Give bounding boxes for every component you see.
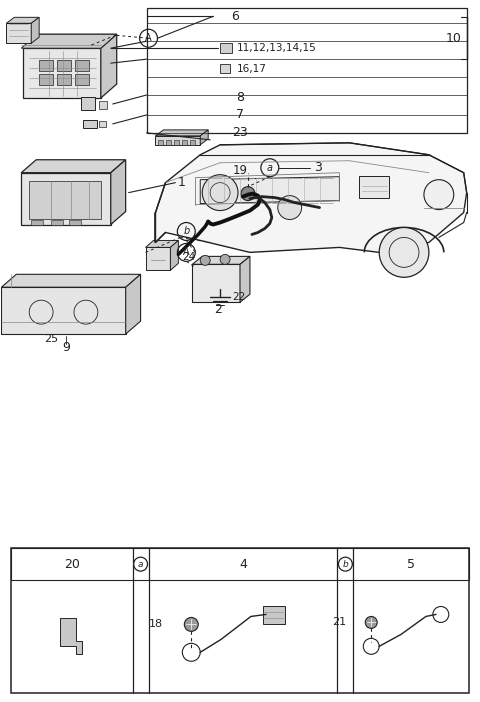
Text: 5: 5 (407, 557, 415, 571)
Polygon shape (21, 160, 126, 173)
Bar (75, 74, 89, 85)
Circle shape (241, 187, 255, 201)
Polygon shape (240, 256, 250, 302)
Polygon shape (1, 274, 141, 287)
Text: A: A (183, 247, 190, 258)
Polygon shape (156, 130, 208, 136)
Polygon shape (126, 274, 141, 334)
Polygon shape (145, 241, 179, 247)
Text: 23: 23 (232, 126, 248, 140)
Polygon shape (156, 136, 200, 145)
Circle shape (220, 254, 230, 265)
Bar (31, 220, 43, 225)
Circle shape (202, 175, 238, 211)
Bar (174, 140, 180, 145)
Text: 25: 25 (44, 334, 58, 344)
Polygon shape (156, 143, 467, 253)
Circle shape (379, 227, 429, 277)
Text: 22: 22 (232, 292, 245, 303)
Bar (57, 74, 71, 85)
Bar (39, 60, 53, 71)
Polygon shape (200, 177, 339, 204)
Polygon shape (21, 173, 111, 225)
Polygon shape (101, 34, 117, 98)
Bar (182, 140, 187, 145)
Bar (360, 176, 389, 197)
Circle shape (365, 616, 377, 628)
Text: 18: 18 (149, 619, 164, 630)
Text: 4: 4 (239, 557, 247, 571)
Text: 10: 10 (446, 32, 462, 45)
Text: 21: 21 (332, 618, 347, 628)
Polygon shape (192, 256, 250, 265)
Text: 2: 2 (214, 303, 222, 316)
Polygon shape (31, 18, 39, 44)
Text: b: b (183, 227, 190, 237)
Text: b: b (343, 559, 348, 569)
Text: 16,17: 16,17 (237, 64, 267, 74)
Polygon shape (6, 18, 39, 23)
Text: 9: 9 (62, 340, 70, 354)
Polygon shape (111, 160, 126, 225)
Text: 3: 3 (314, 161, 323, 174)
Text: 20: 20 (64, 557, 80, 571)
Text: 24: 24 (182, 253, 195, 263)
Bar (263, 607, 285, 624)
Text: a: a (267, 163, 273, 173)
Polygon shape (23, 48, 101, 98)
Bar (146, 8, 467, 133)
Bar (99, 101, 107, 109)
Text: 8: 8 (236, 91, 244, 103)
Bar (39, 74, 53, 85)
Bar (12, 548, 468, 580)
Circle shape (184, 618, 198, 631)
Bar (69, 220, 81, 225)
Bar (51, 220, 63, 225)
Polygon shape (145, 247, 170, 270)
Polygon shape (6, 23, 31, 44)
Bar (99, 121, 106, 127)
Bar (190, 140, 195, 145)
Bar (220, 44, 232, 53)
Polygon shape (1, 287, 126, 334)
Text: 11,12,13,14,15: 11,12,13,14,15 (237, 44, 317, 53)
Text: 1: 1 (178, 176, 185, 189)
Polygon shape (21, 34, 117, 48)
Circle shape (424, 180, 454, 210)
Bar (12, 548, 468, 693)
Bar (167, 140, 171, 145)
Text: 19: 19 (232, 164, 248, 177)
Polygon shape (60, 618, 82, 654)
Bar (75, 60, 89, 71)
Text: a: a (138, 559, 144, 569)
Text: A: A (145, 33, 152, 44)
Polygon shape (29, 180, 101, 218)
Bar (83, 120, 97, 128)
Circle shape (200, 256, 210, 265)
Polygon shape (170, 241, 179, 270)
Bar (220, 64, 230, 73)
Text: 7: 7 (236, 108, 244, 121)
Polygon shape (200, 130, 208, 145)
Bar (57, 60, 71, 71)
Polygon shape (23, 34, 117, 48)
Text: 6: 6 (231, 10, 239, 23)
Bar (158, 140, 164, 145)
Bar (81, 97, 95, 110)
Circle shape (278, 196, 301, 220)
Polygon shape (192, 265, 240, 302)
